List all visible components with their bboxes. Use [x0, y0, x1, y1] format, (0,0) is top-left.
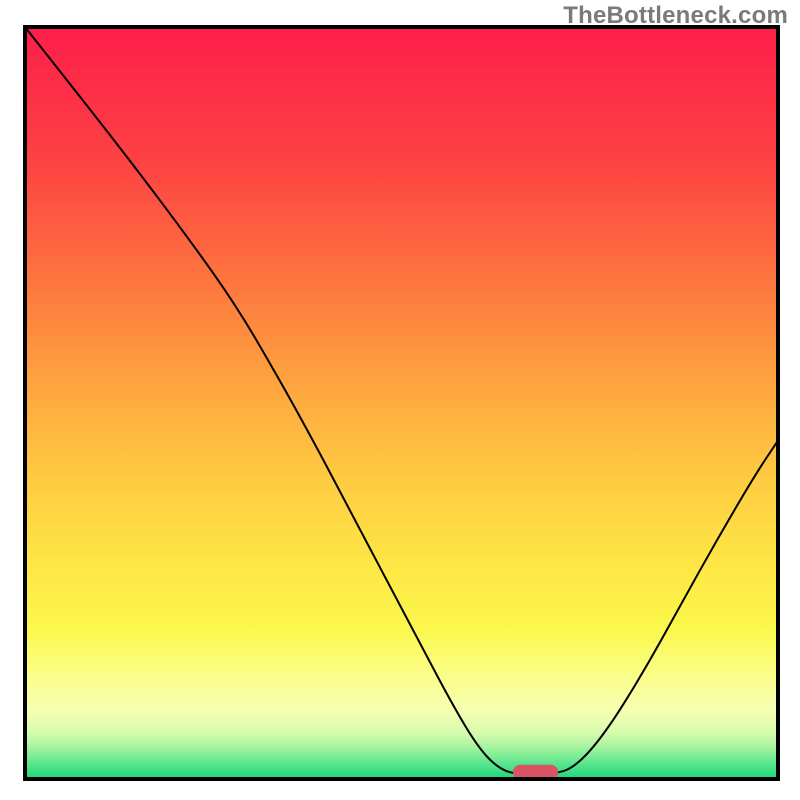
gradient-background — [25, 27, 778, 779]
stage: TheBottleneck.com — [0, 0, 800, 800]
bottleneck-chart — [0, 0, 800, 800]
watermark-text: TheBottleneck.com — [563, 2, 788, 30]
